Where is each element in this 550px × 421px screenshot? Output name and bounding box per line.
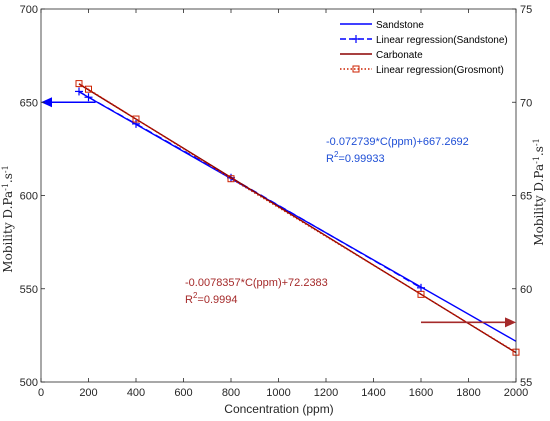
sandstone-annotation: -0.072739*C(ppm)+667.2692 R2=0.99933 <box>326 136 469 165</box>
series-1-point-2 <box>132 119 140 128</box>
right-y-tick-label-3: 70 <box>520 97 532 109</box>
series-3-point-0 <box>75 80 83 88</box>
sandstone-equation: -0.072739*C(ppm)+667.2692 <box>326 136 469 148</box>
x-tick-label-2: 400 <box>127 387 145 399</box>
x-tick-label-0: 0 <box>38 387 44 399</box>
legend-label-1: Linear regression(Sandstone) <box>376 35 508 46</box>
series-1-point-4 <box>417 283 425 292</box>
series-line-3 <box>78 83 517 353</box>
carbonate-equation: -0.0078357*C(ppm)+72.2383 <box>185 277 328 289</box>
x-tick-label-8: 1600 <box>409 387 433 399</box>
left-y-tick-label-4: 700 <box>20 4 38 16</box>
right-y-axis-label: Mobility D.Pa-1.s-1 <box>532 138 546 245</box>
left-y-tick-label-0: 500 <box>20 377 38 389</box>
series-line-1 <box>78 90 422 289</box>
sandstone-r2: R2=0.99933 <box>326 150 385 165</box>
arrow-layer <box>41 97 516 328</box>
x-tick-label-1: 200 <box>79 387 97 399</box>
right-y-tick-label-1: 60 <box>520 284 532 296</box>
x-axis-label: Concentration (ppm) <box>224 402 333 416</box>
left-axis-arrow <box>41 97 96 108</box>
x-tick-label-7: 1400 <box>361 387 385 399</box>
legend-label-2: Carbonate <box>376 50 423 61</box>
series-1-point-0 <box>75 87 83 96</box>
series-3-point-2 <box>132 115 140 123</box>
right-y-tick-label-0: 55 <box>520 377 532 389</box>
x-tick-label-6: 1200 <box>314 387 338 399</box>
ticks-layer: 0 200 400 600 800 1000 1200 1400 1600 1800 2000 500… <box>20 4 533 399</box>
legend-entry-2: Carbonate <box>340 50 423 61</box>
series-3-point-3 <box>227 175 235 183</box>
right-y-tick-label-4: 75 <box>520 4 532 16</box>
legend-entry-0: Sandstone <box>340 20 424 31</box>
legend-label-3: Linear regression(Grosmont) <box>376 65 504 76</box>
left-y-tick-label-2: 600 <box>20 191 38 203</box>
left-y-axis-label: Mobility D.Pa-1.s-1 <box>1 165 15 272</box>
x-tick-label-4: 800 <box>222 387 240 399</box>
right-y-tick-label-2: 65 <box>520 191 532 203</box>
x-tick-label-9: 1800 <box>456 387 480 399</box>
left-y-tick-label-1: 550 <box>20 284 38 296</box>
right-axis-arrow <box>421 317 516 328</box>
series-1-point-1 <box>84 93 93 102</box>
series-3-point-4 <box>417 290 425 298</box>
carbonate-r2: R2=0.9994 <box>185 291 237 306</box>
legend-entry-3: Linear regression(Grosmont) <box>340 65 504 76</box>
x-tick-label-5: 1000 <box>266 387 290 399</box>
x-tick-label-10: 2000 <box>504 387 528 399</box>
legend-label-0: Sandstone <box>376 20 424 31</box>
series-3-point-1 <box>85 85 92 93</box>
series-layer <box>75 80 520 356</box>
legend: Sandstone Linear regression(Sandstone) Car… <box>333 13 508 76</box>
x-tick-label-3: 600 <box>174 387 192 399</box>
series-line-0 <box>78 91 517 342</box>
legend-entry-1: Linear regression(Sandstone) <box>340 35 508 46</box>
left-y-tick-label-3: 650 <box>20 97 38 109</box>
carbonate-annotation: -0.0078357*C(ppm)+72.2383 R2=0.9994 <box>185 277 328 306</box>
